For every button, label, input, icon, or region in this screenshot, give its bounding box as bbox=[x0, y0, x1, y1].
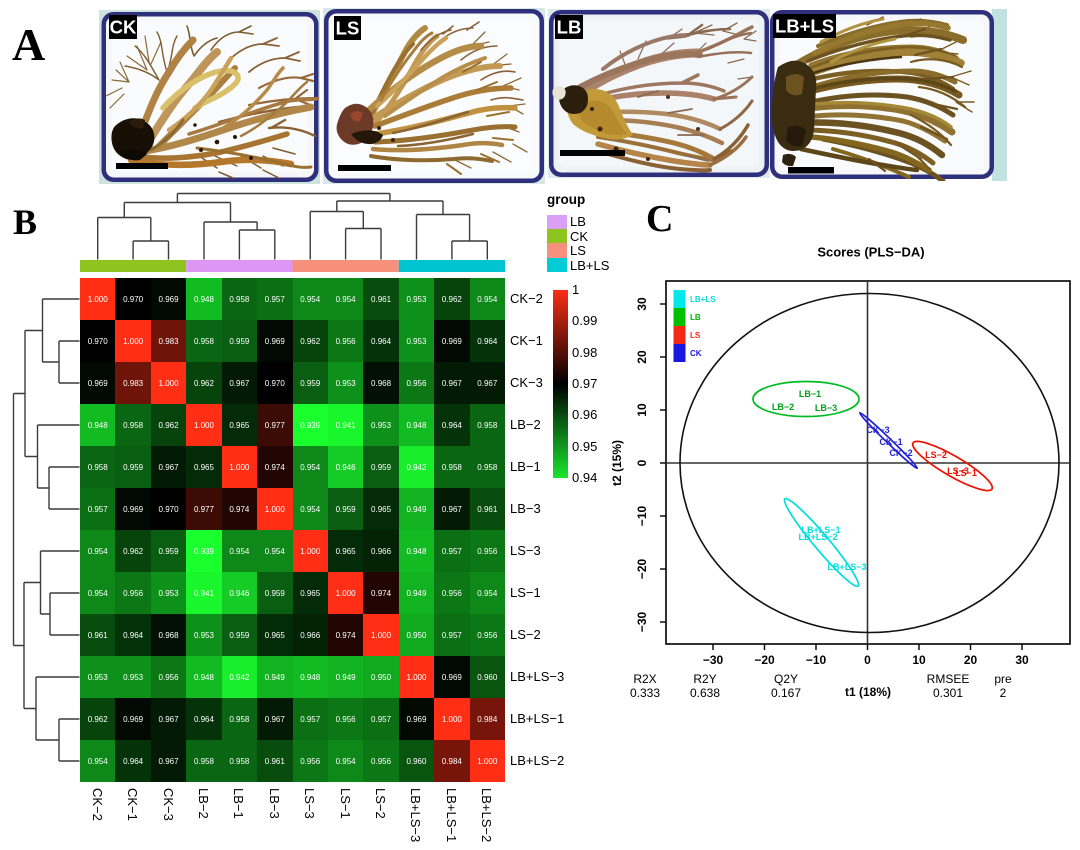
svg-text:CK−1: CK−1 bbox=[879, 437, 902, 447]
svg-text:0: 0 bbox=[864, 653, 871, 667]
svg-text:Scores (PLS−DA): Scores (PLS−DA) bbox=[817, 245, 924, 260]
svg-text:CK: CK bbox=[110, 17, 137, 38]
svg-text:0: 0 bbox=[635, 459, 649, 466]
svg-text:−20: −20 bbox=[754, 653, 775, 667]
svg-text:−30: −30 bbox=[703, 653, 724, 667]
svg-text:t1 (18%): t1 (18%) bbox=[845, 685, 891, 699]
svg-text:pre: pre bbox=[994, 672, 1012, 686]
svg-text:CK−2: CK−2 bbox=[889, 448, 912, 458]
svg-text:LB−1: LB−1 bbox=[799, 389, 821, 399]
svg-text:LB−3: LB−3 bbox=[815, 403, 837, 413]
svg-text:R2Y: R2Y bbox=[693, 672, 716, 686]
svg-text:RMSEE: RMSEE bbox=[927, 672, 970, 686]
svg-text:30: 30 bbox=[635, 297, 649, 311]
svg-text:Q2Y: Q2Y bbox=[774, 672, 798, 686]
svg-text:LB−2: LB−2 bbox=[772, 402, 794, 412]
svg-text:R2X: R2X bbox=[633, 672, 656, 686]
svg-text:20: 20 bbox=[635, 350, 649, 364]
svg-text:LB: LB bbox=[690, 313, 701, 322]
svg-text:CK: CK bbox=[690, 349, 702, 358]
svg-text:LB+LS−3: LB+LS−3 bbox=[827, 562, 866, 572]
svg-text:LS: LS bbox=[336, 18, 360, 39]
svg-text:LS−2: LS−2 bbox=[925, 450, 947, 460]
svg-text:2: 2 bbox=[1000, 686, 1007, 700]
svg-text:0.167: 0.167 bbox=[771, 686, 801, 700]
svg-text:t2 (15%): t2 (15%) bbox=[610, 440, 624, 486]
svg-text:LB: LB bbox=[557, 17, 582, 38]
svg-text:−10: −10 bbox=[635, 505, 649, 526]
svg-text:LB+LS−1: LB+LS−1 bbox=[801, 525, 840, 535]
svg-text:30: 30 bbox=[1015, 653, 1029, 667]
svg-text:20: 20 bbox=[964, 653, 978, 667]
svg-text:−20: −20 bbox=[635, 558, 649, 579]
svg-text:CK−3: CK−3 bbox=[866, 425, 889, 435]
svg-text:0.301: 0.301 bbox=[933, 686, 963, 700]
svg-text:LS: LS bbox=[690, 331, 701, 340]
svg-text:LS−1: LS−1 bbox=[955, 468, 977, 478]
svg-text:LB+LS: LB+LS bbox=[690, 295, 716, 304]
svg-text:LB+LS−2: LB+LS−2 bbox=[798, 532, 837, 542]
svg-text:0.333: 0.333 bbox=[630, 686, 660, 700]
svg-text:LB+LS: LB+LS bbox=[775, 16, 834, 37]
svg-text:10: 10 bbox=[635, 403, 649, 417]
svg-text:10: 10 bbox=[912, 653, 926, 667]
svg-text:LS−3: LS−3 bbox=[947, 466, 969, 476]
svg-text:−30: −30 bbox=[635, 611, 649, 632]
svg-text:0.638: 0.638 bbox=[690, 686, 720, 700]
svg-text:−10: −10 bbox=[806, 653, 827, 667]
